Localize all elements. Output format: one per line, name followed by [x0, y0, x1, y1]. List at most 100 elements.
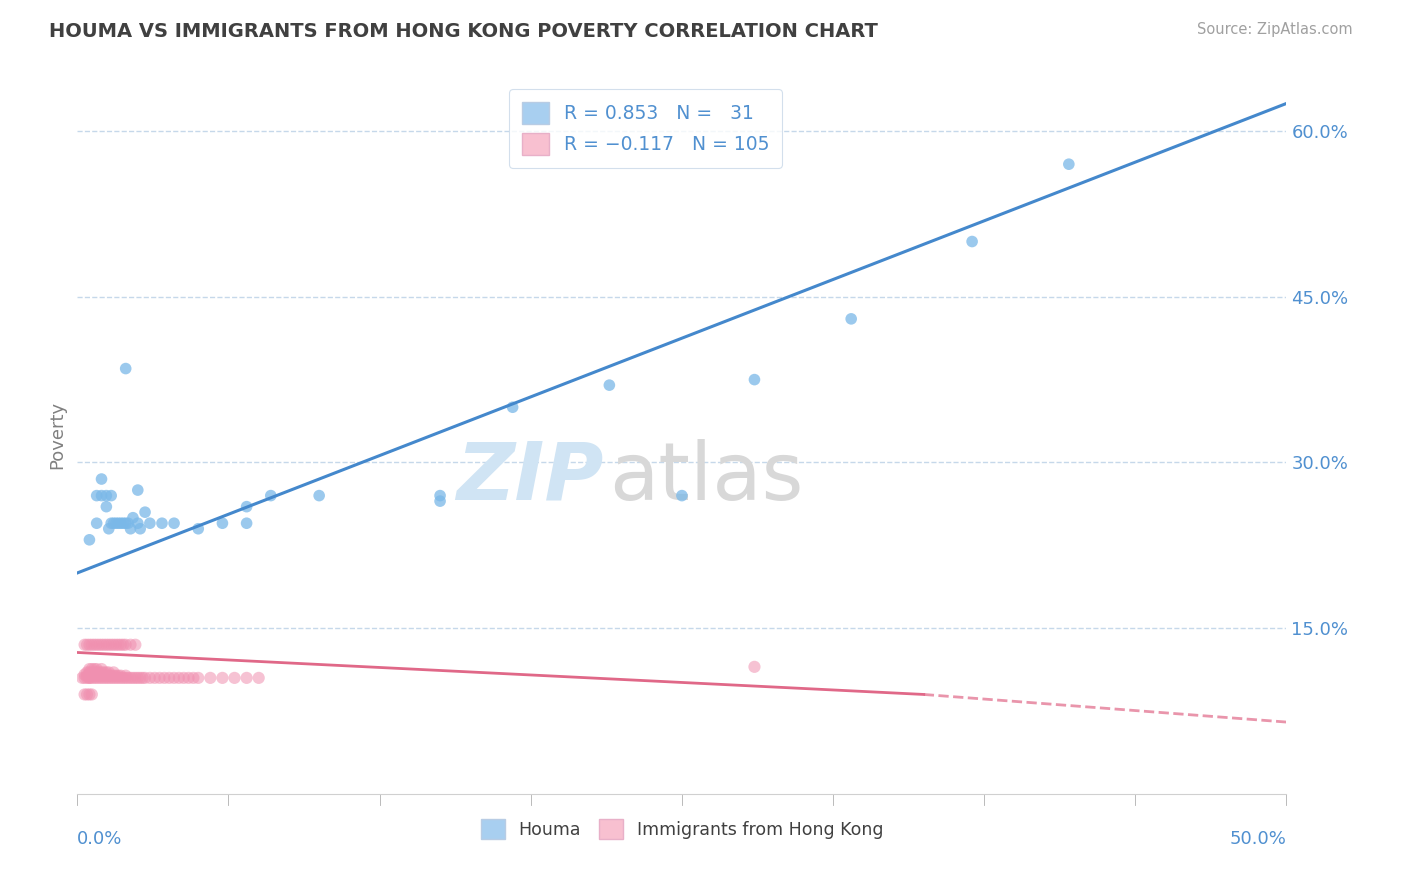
Point: [247, 671, 270, 685]
Point: [114, 516, 136, 531]
Point: [79, 668, 101, 682]
Text: 50.0%: 50.0%: [1230, 830, 1286, 847]
Point: [112, 671, 135, 685]
Y-axis label: Poverty: Poverty: [48, 401, 66, 469]
Point: [79, 671, 101, 685]
Point: [97, 668, 120, 682]
Point: [117, 516, 139, 531]
Point: [73, 667, 96, 681]
Point: [96, 638, 118, 652]
Point: [131, 671, 153, 685]
Point: [960, 235, 983, 249]
Point: [200, 671, 222, 685]
Point: [97, 665, 120, 680]
Point: [86, 671, 108, 685]
Point: [127, 671, 149, 685]
Point: [105, 668, 128, 682]
Point: [86, 665, 108, 680]
Point: [76, 671, 98, 685]
Point: [139, 516, 162, 531]
Point: [598, 378, 620, 392]
Point: [110, 516, 132, 531]
Point: [80, 665, 103, 680]
Point: [187, 522, 209, 536]
Point: [235, 516, 257, 531]
Point: [124, 638, 146, 652]
Point: [502, 401, 524, 415]
Point: [97, 522, 120, 536]
Point: [93, 638, 115, 652]
Point: [93, 665, 115, 680]
Point: [114, 671, 136, 685]
Point: [157, 671, 180, 685]
Point: [100, 668, 122, 682]
Point: [86, 668, 108, 682]
Point: [105, 516, 128, 531]
Point: [112, 638, 135, 652]
Point: [90, 489, 112, 503]
Point: [76, 688, 98, 702]
Point: [87, 665, 110, 680]
Point: [163, 671, 186, 685]
Point: [744, 660, 766, 674]
Point: [429, 489, 451, 503]
Point: [235, 500, 257, 514]
Text: HOUMA VS IMMIGRANTS FROM HONG KONG POVERTY CORRELATION CHART: HOUMA VS IMMIGRANTS FROM HONG KONG POVER…: [49, 22, 879, 41]
Point: [103, 665, 125, 680]
Point: [76, 638, 98, 652]
Point: [90, 662, 112, 676]
Text: atlas: atlas: [609, 439, 804, 517]
Legend: Houma, Immigrants from Hong Kong: Houma, Immigrants from Hong Kong: [474, 813, 890, 847]
Point: [124, 671, 146, 685]
Point: [122, 510, 145, 524]
Point: [97, 638, 120, 652]
Point: [114, 361, 136, 376]
Point: [143, 671, 166, 685]
Point: [96, 500, 118, 514]
Point: [73, 671, 96, 685]
Point: [1057, 157, 1080, 171]
Point: [107, 516, 129, 531]
Point: [187, 671, 209, 685]
Point: [83, 671, 105, 685]
Point: [90, 638, 112, 652]
Point: [127, 483, 149, 497]
Point: [114, 668, 136, 682]
Point: [110, 638, 132, 652]
Point: [79, 638, 101, 652]
Point: [79, 688, 101, 702]
Point: [93, 668, 115, 682]
Point: [235, 671, 257, 685]
Point: [76, 668, 98, 682]
Point: [150, 516, 173, 531]
Point: [83, 662, 105, 676]
Point: [79, 533, 101, 547]
Point: [308, 489, 330, 503]
Text: ZIP: ZIP: [456, 439, 603, 517]
Point: [96, 671, 118, 685]
Point: [80, 638, 103, 652]
Point: [107, 638, 129, 652]
Point: [83, 638, 105, 652]
Point: [105, 638, 128, 652]
Point: [120, 671, 142, 685]
Point: [100, 671, 122, 685]
Point: [671, 489, 693, 503]
Point: [103, 671, 125, 685]
Point: [76, 665, 98, 680]
Point: [80, 688, 103, 702]
Point: [90, 671, 112, 685]
Point: [90, 472, 112, 486]
Point: [86, 662, 108, 676]
Point: [148, 671, 170, 685]
Point: [134, 505, 156, 519]
Point: [103, 638, 125, 652]
Point: [79, 667, 101, 681]
Point: [127, 516, 149, 531]
Point: [100, 516, 122, 531]
Point: [83, 665, 105, 680]
Point: [100, 489, 122, 503]
Point: [114, 638, 136, 652]
Point: [134, 671, 156, 685]
Point: [103, 668, 125, 682]
